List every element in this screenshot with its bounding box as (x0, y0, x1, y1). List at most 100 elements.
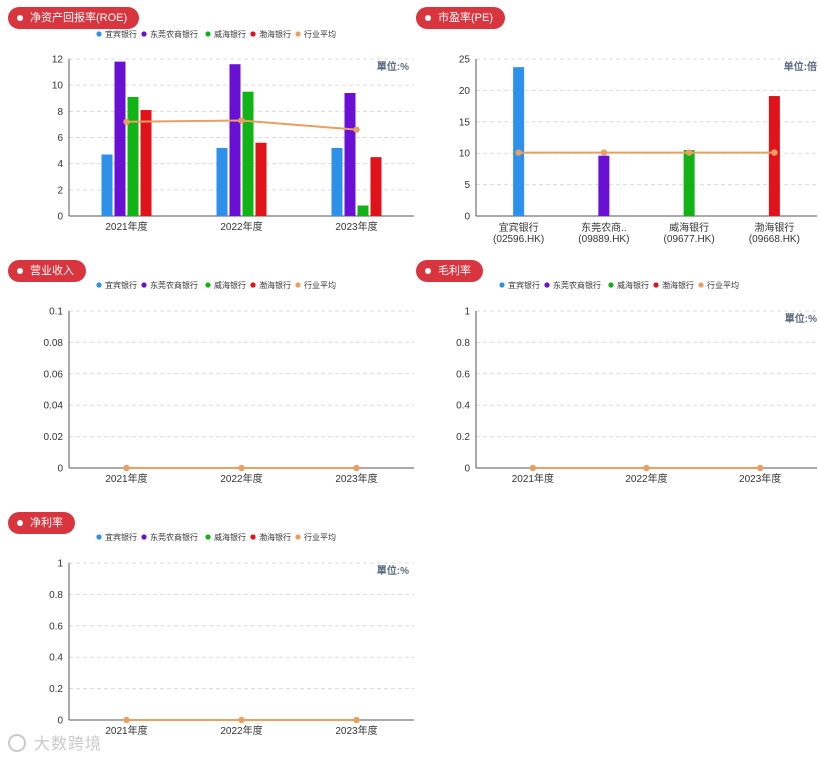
x-category-label: 2023年度 (739, 472, 781, 485)
legend-label: 威海银行 (214, 29, 246, 39)
unit-label: 单位:倍 (784, 60, 817, 73)
legend-label: 行业平均 (304, 532, 336, 542)
y-tick-label: 0.2 (456, 432, 470, 443)
chart-title: 市盈率(PE) (438, 12, 493, 24)
y-tick-label: 0 (464, 212, 470, 223)
legend-label: 渤海银行 (259, 280, 291, 290)
bar-渤海银行 (255, 142, 267, 216)
y-tick-label: 0.6 (456, 369, 470, 380)
y-tick-label: 0 (464, 464, 470, 475)
chart-panel-roe: 净资产回报率(ROE) 0 2 4 6 8 10 12 2021年度 2022年度 2023年度 單… (4, 3, 414, 253)
y-tick-label: 2 (57, 185, 63, 196)
industry-average-point (529, 464, 537, 472)
legend-label: 行业平均 (707, 280, 739, 290)
bar-威海银行 (242, 91, 254, 216)
x-category-label: 渤海银行(09668.HK) (749, 221, 800, 245)
legend-marker (205, 282, 211, 288)
watermark-logo-icon (8, 734, 26, 752)
legend-marker (544, 282, 550, 288)
legend-label: 威海银行 (214, 280, 246, 290)
x-category-label: 2022年度 (220, 220, 262, 233)
legend-marker (141, 282, 147, 288)
legend-marker (295, 31, 301, 37)
chart-title: 净利率 (30, 517, 63, 529)
y-tick-label: 0 (57, 212, 63, 223)
y-tick-label: 4 (57, 159, 63, 170)
chart-title-pill: 净资产回报率(ROE) (8, 7, 140, 29)
bar-宜宾银行 (513, 67, 525, 216)
y-tick-label: 20 (459, 86, 471, 97)
y-tick-label: 0 (57, 464, 63, 475)
legend-marker (499, 282, 505, 288)
x-category-label: 2022年度 (220, 724, 262, 737)
chart-title: 营业收入 (30, 265, 74, 277)
watermark: 大数跨境 (8, 730, 102, 754)
legend-label: 东莞农商银行 (150, 280, 198, 290)
roe-chart: 0 2 4 6 8 10 12 2021年度 2022年度 2023年度 單位:% 宜宾银行 东莞农商银… (52, 29, 414, 233)
x-category-label: 2021年度 (105, 220, 147, 233)
chart-panel-pe: 市盈率(PE) 0 5 10 15 20 25 宜宾银行(02596.HK) 东莞农商.. (0… (412, 3, 817, 253)
legend-marker (96, 282, 102, 288)
legend-label: 渤海银行 (662, 280, 694, 290)
x-category-label: 东莞农商.. (09889.HK) (578, 221, 629, 245)
industry-average-point (685, 149, 693, 156)
y-tick-label: 0.1 (49, 307, 63, 318)
legend-marker (96, 534, 102, 540)
x-category-label: 威海银行(09677.HK) (664, 221, 715, 245)
gross-chart: 0 0.2 0.4 0.6 0.8 1 2021年度 2022年度 2023年度 單位:% 宜宾银行… (456, 280, 817, 485)
legend-marker (205, 534, 211, 540)
bar-宜宾银行 (101, 154, 113, 216)
legend-label: 东莞农商银行 (553, 280, 601, 290)
legend-label: 渤海银行 (259, 29, 291, 39)
industry-average-point (353, 126, 360, 133)
legend-label: 宜宾银行 (105, 532, 137, 542)
legend-label: 行业平均 (304, 280, 336, 290)
y-tick-label: 12 (52, 55, 64, 66)
bar-威海银行 (357, 205, 369, 216)
legend-label: 行业平均 (304, 29, 336, 39)
y-tick-label: 0.4 (49, 653, 63, 664)
y-tick-label: 0.8 (49, 590, 63, 601)
y-tick-label: 10 (52, 81, 64, 92)
bar-威海银行 (127, 96, 139, 216)
industry-average-point (353, 464, 360, 472)
x-category-label: 2021年度 (512, 472, 554, 485)
y-tick-label: 0.08 (44, 338, 64, 349)
legend-marker (250, 31, 256, 37)
pe-chart: 0 5 10 15 20 25 宜宾银行(02596.HK) 东莞农商.. (09889.HK)… (459, 55, 817, 245)
industry-average-point (238, 117, 245, 124)
bar-渤海银行 (140, 110, 152, 216)
x-category-label: 宜宾银行(02596.HK) (493, 221, 544, 245)
y-tick-label: 0.04 (44, 401, 64, 412)
legend-marker (205, 31, 211, 37)
legend-label: 东莞农商银行 (150, 29, 198, 39)
chart-panel-revenue: 营业收入 0 0.02 0.04 0.06 0.08 0.1 2021年度 2022年度 202… (4, 256, 414, 506)
legend-marker (96, 31, 102, 37)
y-tick-label: 5 (464, 180, 470, 191)
industry-average-point (756, 464, 764, 472)
bar-东莞农商银行 (114, 61, 126, 216)
industry-average-point (643, 464, 650, 472)
y-tick-label: 0.8 (456, 338, 470, 349)
y-tick-label: 25 (459, 55, 471, 66)
bar-东莞农商银行 (229, 64, 241, 216)
pill-dot-icon (425, 15, 431, 21)
chart-panel-gross: 毛利率 0 0.2 0.4 0.6 0.8 1 2021年度 2022年度 2023年度 單位:%… (412, 256, 817, 506)
pill-dot-icon (425, 268, 431, 274)
pill-dot-icon (17, 520, 23, 526)
bar-渤海银行 (370, 157, 382, 216)
y-tick-label: 6 (57, 133, 63, 144)
y-tick-label: 8 (57, 107, 63, 118)
industry-average-point (123, 464, 130, 472)
x-category-label: 2021年度 (105, 724, 147, 737)
legend-marker (653, 282, 659, 288)
legend-label: 渤海银行 (259, 532, 291, 542)
legend-label: 威海银行 (214, 532, 246, 542)
unit-label: 單位:% (785, 312, 817, 325)
y-tick-label: 0.4 (456, 401, 470, 412)
watermark-text: 大数跨境 (34, 736, 103, 753)
legend-marker (698, 282, 704, 288)
y-tick-label: 1 (464, 307, 470, 318)
legend-marker (295, 282, 301, 288)
chart-title: 毛利率 (438, 265, 471, 277)
